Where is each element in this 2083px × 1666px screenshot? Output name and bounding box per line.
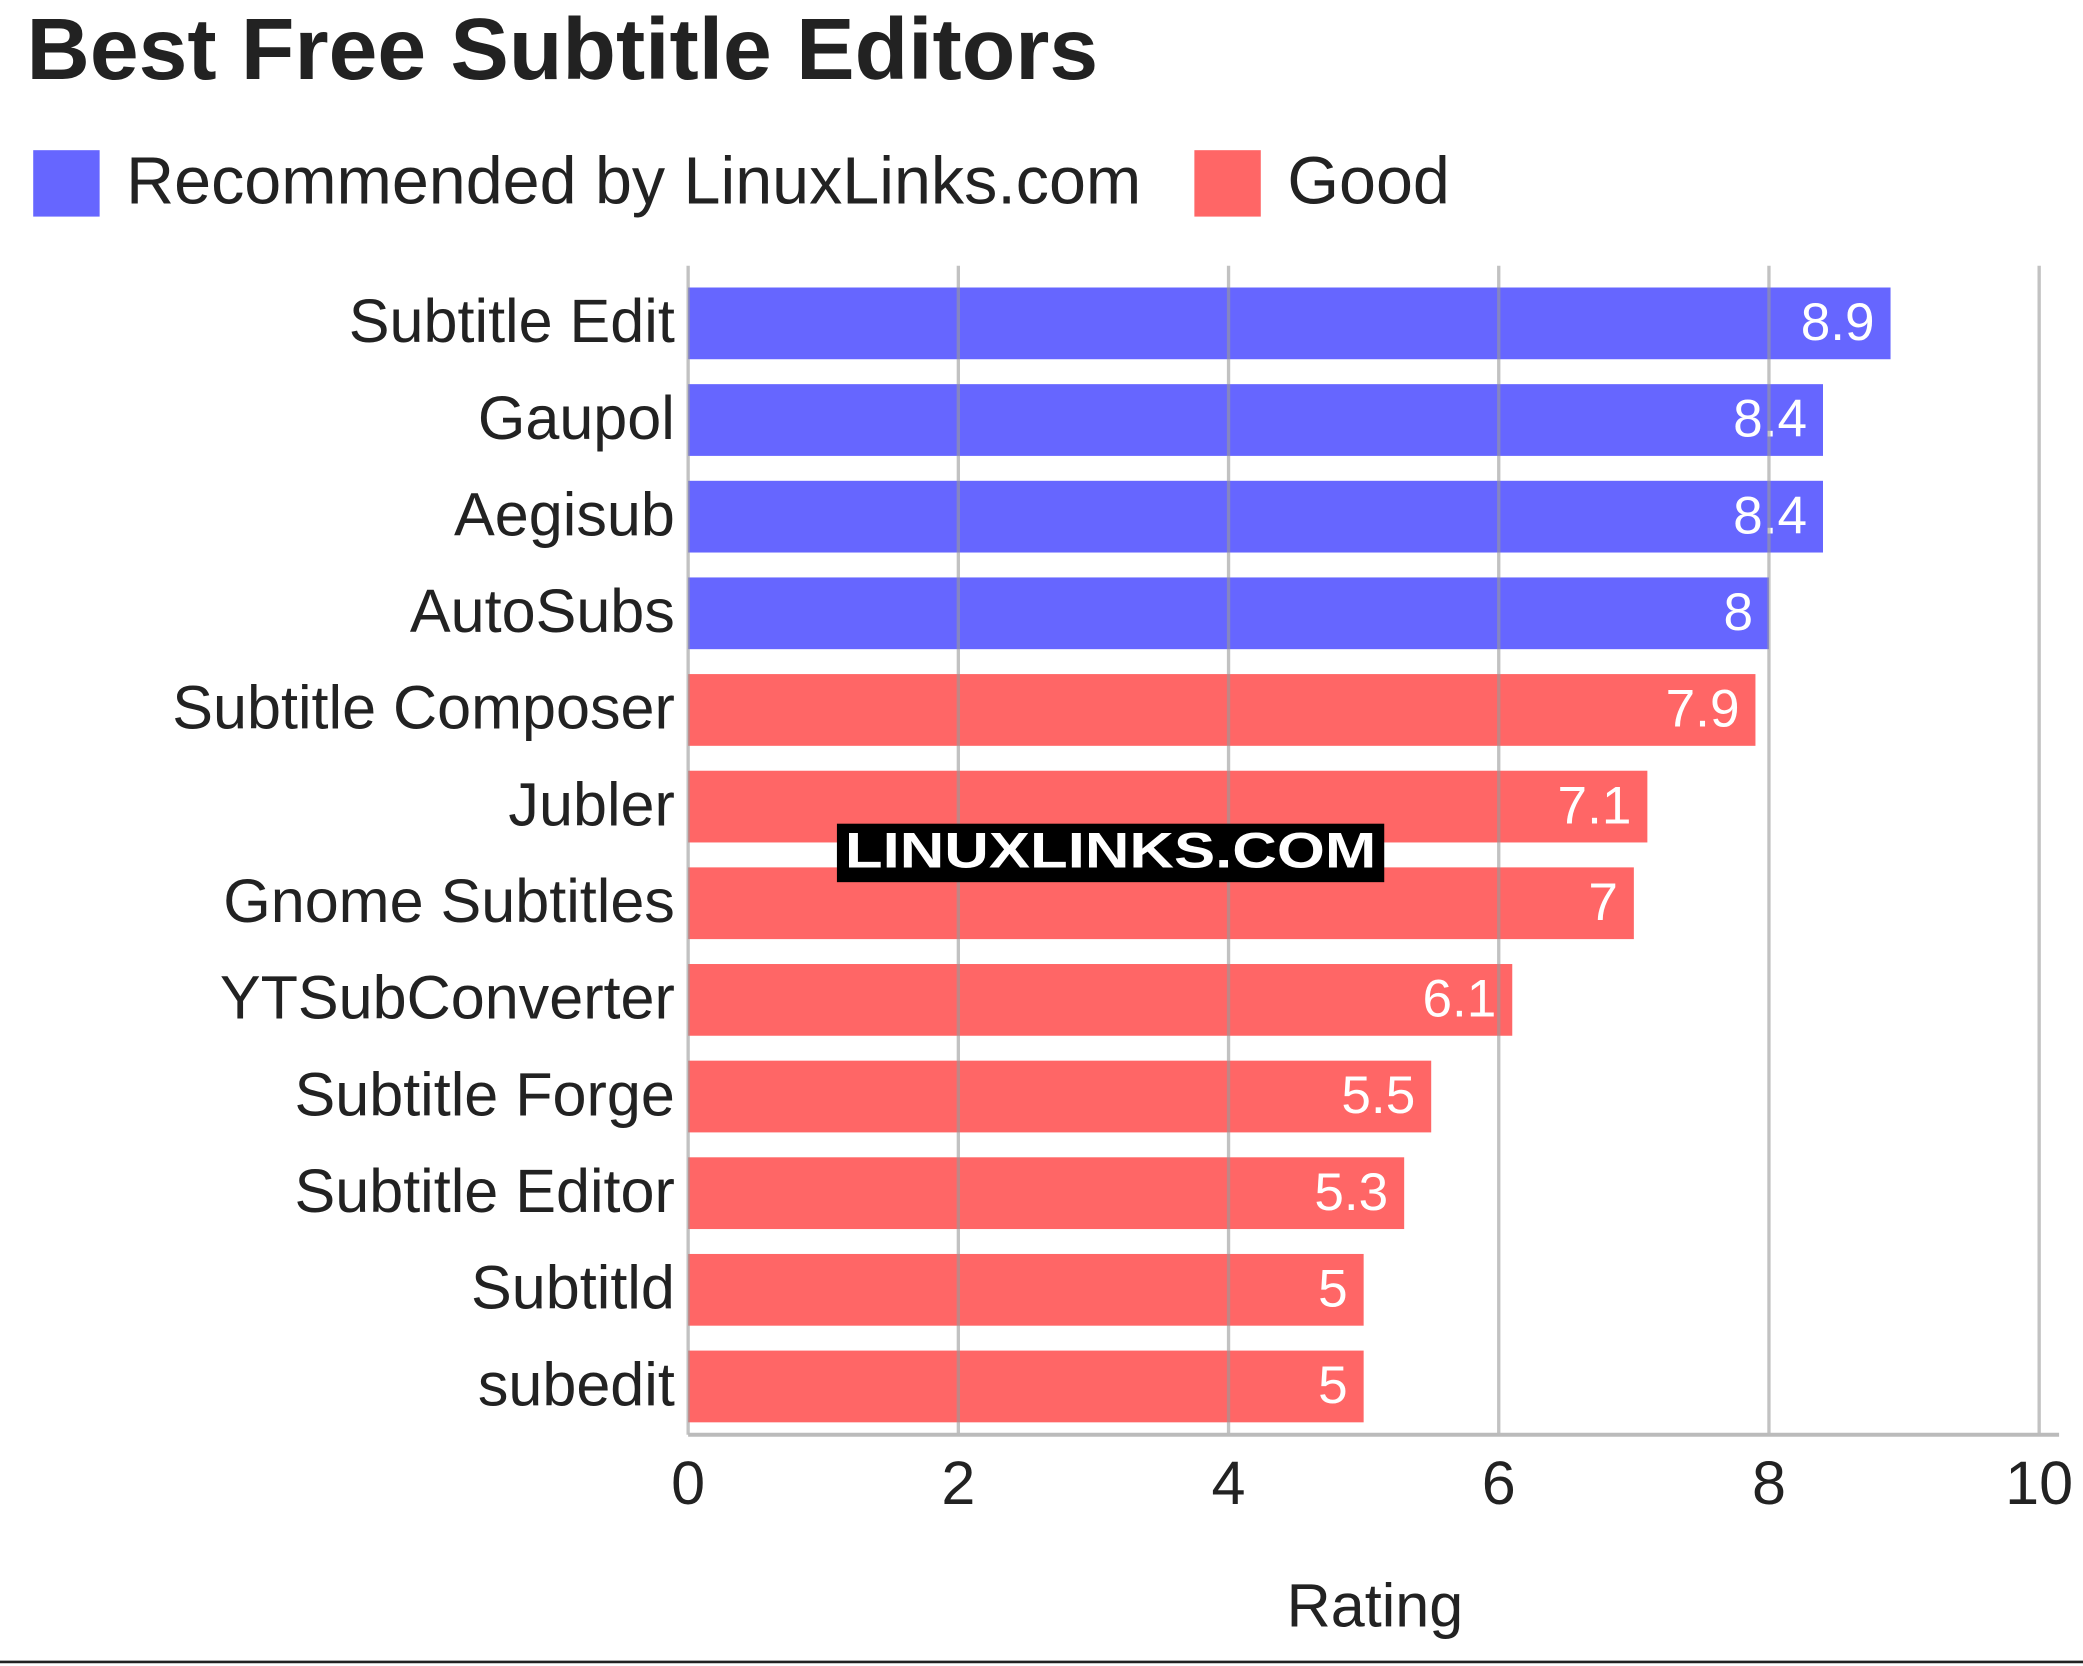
y-tick-label: Jubler <box>508 770 674 838</box>
value-label: 7.1 <box>1558 776 1632 835</box>
bar <box>688 1350 1364 1423</box>
x-tick-label: 10 <box>2005 1449 2073 1517</box>
value-label: 8.9 <box>1801 293 1875 352</box>
y-tick-label: Subtitle Editor <box>294 1157 674 1225</box>
value-label: 5 <box>1318 1260 1348 1319</box>
y-tick-label: Subtitle Forge <box>294 1060 674 1128</box>
y-tick-label: Aegisub <box>454 480 675 548</box>
value-label: 6.1 <box>1422 970 1496 1029</box>
chart-title: Best Free Subtitle Editors <box>27 0 1099 98</box>
bar <box>688 674 1756 746</box>
value-label: 5 <box>1318 1356 1348 1415</box>
value-label: 8 <box>1723 583 1753 642</box>
x-tick-label: 0 <box>671 1449 705 1517</box>
y-tick-label: Gaupol <box>478 384 675 452</box>
legend-swatch <box>1194 150 1261 217</box>
x-axis-title: Rating <box>1287 1571 1464 1639</box>
value-label: 7.9 <box>1666 680 1740 739</box>
y-tick-label: Subtitld <box>471 1254 675 1322</box>
value-label: 5.5 <box>1341 1066 1415 1125</box>
y-tick-label: Subtitle Composer <box>172 674 675 742</box>
bar <box>688 480 1823 553</box>
legend-swatch <box>33 150 100 217</box>
x-tick-label: 2 <box>941 1449 975 1517</box>
x-tick-label: 8 <box>1752 1449 1786 1517</box>
y-tick-label: YTSubConverter <box>220 964 675 1032</box>
bar <box>688 384 1823 456</box>
bar <box>688 1060 1432 1133</box>
bar <box>688 964 1513 1036</box>
value-label: 5.3 <box>1314 1163 1388 1222</box>
watermark-box <box>836 823 1385 883</box>
bar <box>688 1253 1364 1326</box>
bar <box>688 287 1891 360</box>
y-tick-label: subedit <box>478 1350 675 1418</box>
y-tick-label: AutoSubs <box>410 577 675 645</box>
x-tick-label: 6 <box>1482 1449 1516 1517</box>
y-tick-label: Gnome Subtitles <box>223 867 675 935</box>
watermark: LINUXLINKS.COM <box>845 822 1376 879</box>
x-tick-label: 4 <box>1212 1449 1246 1517</box>
y-tick-label: Subtitle Edit <box>349 287 675 355</box>
value-label: 7 <box>1588 873 1618 932</box>
legend-label: Recommended by LinuxLinks.com <box>126 145 1141 219</box>
legend-label: Good <box>1287 145 1449 219</box>
bar <box>688 1157 1405 1230</box>
